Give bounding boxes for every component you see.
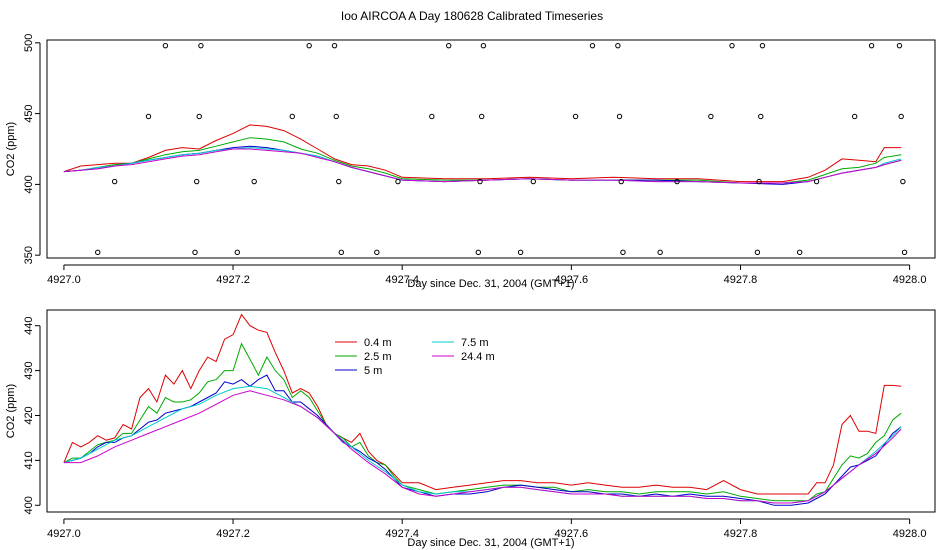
y-tick-label: 440 (23, 317, 35, 335)
x-tick-label: 4927.6 (555, 274, 589, 286)
data-point (289, 113, 295, 120)
data-point (530, 178, 536, 185)
data-point (374, 249, 380, 256)
x-tick-label: 4927.8 (724, 274, 758, 286)
series-line-7-5-m (63, 385, 902, 504)
data-point (198, 42, 204, 49)
data-point (331, 42, 338, 49)
data-point (145, 113, 152, 120)
data-point (708, 113, 714, 120)
top-chart: 4927.0 4927.2 4927.4 4927.6 4927.8 4928.0 Day … (5, 34, 936, 290)
data-point (572, 113, 579, 120)
y-tick-label: 500 (23, 34, 35, 52)
data-point (851, 113, 858, 120)
legend-label: 5 m (364, 365, 382, 377)
data-point (111, 178, 118, 185)
data-point (896, 42, 903, 49)
x-tick-label: 4927.4 (385, 274, 419, 286)
data-point (868, 42, 875, 49)
data-point (333, 113, 339, 120)
x-tick-label: 4927.4 (385, 528, 419, 540)
data-point (618, 178, 624, 185)
data-point (395, 178, 401, 185)
legend-label: 7.5 m (461, 337, 489, 349)
legend-label: 0.4 m (364, 337, 392, 349)
data-point (336, 178, 342, 185)
data-point (429, 113, 435, 120)
data-point (95, 249, 101, 256)
series-line-2-5-m (63, 342, 902, 502)
data-point (620, 249, 626, 256)
series-line-2-5-m (63, 137, 902, 184)
x-axis-label: Day since Dec. 31, 2004 (GMT+1) (407, 278, 574, 290)
data-point (196, 113, 202, 120)
y-axis-label: CO2 (ppm) (5, 384, 17, 438)
series-line-7-5-m (63, 147, 902, 184)
data-point (657, 249, 663, 256)
y-tick-label: 410 (23, 451, 35, 469)
data-point (475, 249, 482, 256)
y-tick-label: 420 (23, 406, 35, 424)
data-point (898, 113, 904, 120)
data-point (478, 113, 485, 120)
x-tick-label: 4928.0 (893, 274, 927, 286)
data-point (192, 249, 198, 256)
y-tick-label: 430 (23, 361, 35, 379)
x-axis-label: Day since Dec. 31, 2004 (GMT+1) (407, 537, 574, 549)
data-point (674, 178, 680, 185)
series-line-5-m (63, 374, 902, 506)
data-point (729, 42, 735, 49)
legend-label: 2.5 m (364, 351, 392, 363)
x-tick-label: 4928.0 (893, 528, 927, 540)
data-point (589, 42, 596, 49)
y-tick-label: 350 (23, 246, 35, 264)
data-point (338, 249, 345, 256)
figure-title: Ioo AIRCOA A Day 180628 Calibrated Times… (341, 9, 603, 23)
x-tick-label: 4927.2 (216, 528, 250, 540)
data-point (900, 178, 906, 185)
series-line-0-4-m (63, 124, 902, 183)
data-point (756, 178, 762, 185)
data-point (901, 249, 908, 256)
data-point (754, 249, 761, 256)
plot-frame (46, 309, 936, 513)
x-tick-label: 4927.0 (47, 274, 81, 286)
series-line-0-4-m (63, 313, 902, 495)
data-point (813, 178, 820, 185)
x-tick-label: 4927.2 (216, 274, 250, 286)
data-point (446, 42, 452, 49)
data-point (615, 42, 621, 49)
legend-label: 24.4 m (461, 351, 495, 363)
y-axis-label: CO2 (ppm) (5, 122, 17, 176)
data-point (796, 249, 803, 256)
data-point (616, 113, 623, 120)
data-point (480, 42, 487, 49)
data-point (162, 42, 169, 49)
y-tick-label: 400 (23, 496, 35, 514)
x-tick-label: 4927.6 (555, 528, 589, 540)
y-tick-label: 400 (23, 175, 35, 193)
bottom-chart: 4927.0 4927.2 4927.4 4927.6 4927.8 4928.0 Day … (5, 309, 936, 549)
y-tick-label: 450 (23, 104, 35, 122)
x-tick-label: 4927.8 (724, 528, 758, 540)
data-point (758, 113, 764, 120)
plot-frame (46, 39, 936, 259)
data-point (193, 178, 200, 185)
data-point (234, 249, 240, 256)
data-point (517, 249, 524, 256)
series-line-24-4-m (63, 390, 902, 504)
data-point (759, 42, 766, 49)
data-point (306, 42, 312, 49)
series-line-24-4-m (63, 148, 902, 184)
data-point (477, 178, 483, 185)
data-point (251, 178, 257, 185)
x-tick-label: 4927.0 (47, 528, 81, 540)
